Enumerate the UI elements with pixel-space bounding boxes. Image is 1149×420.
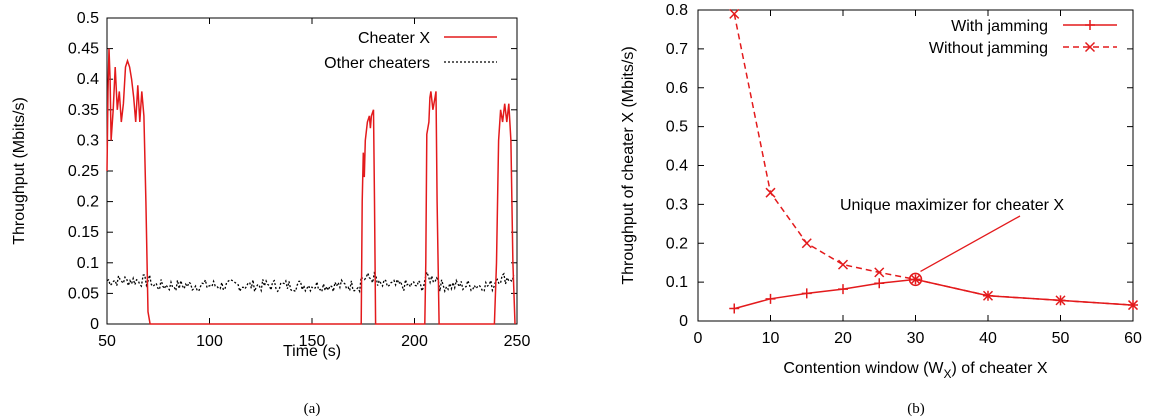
data-point-without-jamming — [837, 259, 849, 270]
legend-marker-without-jamming — [1084, 41, 1096, 53]
ytick-label-b: 0.2 — [666, 235, 688, 252]
data-point-with-jamming — [910, 274, 921, 285]
ytick-label-a: 0.35 — [68, 102, 99, 119]
xtick-label-a: 250 — [504, 333, 531, 350]
series-line-cheater-x — [106, 48, 516, 325]
ytick-label-b: 0 — [679, 313, 688, 330]
xtick-label-a: 50 — [98, 333, 116, 350]
data-point-with-jamming — [1055, 295, 1066, 306]
ytick-label-a: 0.4 — [77, 71, 99, 88]
data-point-with-jamming — [1128, 300, 1138, 311]
xaxis-label-b-main: Contention window (W — [783, 360, 944, 377]
ytick-label-a: 0.45 — [68, 41, 99, 58]
ytick-label-a: 0.2 — [77, 194, 99, 211]
ytick-label-b: 0.3 — [666, 196, 688, 213]
legend-marker-with-jamming — [1085, 20, 1095, 30]
annotation-text: Unique maximizer for cheater X — [840, 197, 1064, 214]
maximizer-circle-marker — [908, 272, 923, 287]
ytick-label-a: 0.5 — [77, 10, 99, 27]
ytick-label-a: 0.25 — [68, 163, 99, 180]
ytick-label-b: 0.5 — [666, 119, 688, 136]
xtick-label-b: 10 — [762, 330, 780, 347]
data-point-with-jamming — [983, 290, 993, 301]
xtick-label-b: 50 — [1052, 330, 1070, 347]
yaxis-label-a: Throughput (Mbits/s) — [11, 97, 28, 245]
data-point-with-jamming — [874, 278, 885, 289]
chart-a: 0 0.05 0.1 0.15 0.2 0.25 0.3 0.35 0.4 0.45 0.5 50 10… — [11, 10, 530, 417]
caption-b: (b) — [907, 401, 925, 417]
xtick-label-b: 40 — [979, 330, 997, 347]
data-point-with-jamming — [838, 284, 848, 295]
chart-b: 0 0.1 0.2 0.3 0.4 0.5 0.6 0.7 0.8 0 10 20 30 40 50 60 Co… — [620, 2, 1142, 417]
xtick-label-a: 200 — [401, 333, 428, 350]
yaxis-label-b: Throughput of cheater X (Mbits/s) — [620, 46, 637, 284]
ytick-label-a: 0.15 — [68, 224, 99, 241]
ytick-label-b: 0.7 — [666, 41, 688, 58]
ytick-label-b: 0.4 — [666, 158, 688, 175]
legend-label-other-cheaters: Other cheaters — [324, 55, 430, 72]
ytick-label-b: 0.6 — [666, 80, 688, 97]
caption-a: (a) — [304, 401, 321, 417]
data-point-with-jamming — [801, 288, 812, 299]
data-point-without-jamming — [874, 267, 885, 278]
data-point-without-jamming — [801, 238, 812, 249]
plot-frame-b — [697, 9, 1134, 322]
ytick-label-a: 0.3 — [77, 132, 99, 149]
xtick-label-a: 150 — [299, 333, 326, 350]
xaxis-label-a: Time (s) — [283, 343, 341, 360]
ytick-label-a: 0 — [90, 316, 99, 333]
ytick-label-b: 0.8 — [666, 2, 688, 19]
plot-frame-a — [106, 17, 518, 325]
ytick-label-a: 0.1 — [77, 255, 99, 272]
data-point-without-jamming — [765, 187, 776, 198]
series-line-other-cheaters — [106, 269, 515, 294]
data-point-with-jamming — [729, 303, 740, 314]
xtick-label-b: 60 — [1124, 330, 1142, 347]
xaxis-label-b-tail: ) of cheater X — [952, 360, 1048, 377]
xtick-label-b: 0 — [694, 330, 703, 347]
xaxis-label-b-subscript: X — [944, 367, 952, 381]
series-line-without-jamming — [733, 13, 1134, 306]
xtick-label-a: 100 — [196, 333, 223, 350]
ytick-label-a: 0.05 — [68, 285, 99, 302]
legend-label-without-jamming: Without jamming — [929, 40, 1048, 57]
xtick-label-b: 30 — [907, 330, 925, 347]
legend-label-with-jamming: With jamming — [951, 18, 1048, 35]
xtick-label-b: 20 — [834, 330, 852, 347]
data-point-with-jamming — [765, 293, 776, 304]
data-point-without-jamming — [729, 8, 740, 19]
series-line-with-jamming — [734, 278, 1134, 310]
ytick-label-b: 0.1 — [666, 274, 688, 291]
xaxis-label-b: Contention window (WX) of cheater X — [783, 360, 1047, 381]
annotation-pointer-line — [920, 215, 1021, 272]
legend-label-cheater-x: Cheater X — [358, 30, 430, 47]
